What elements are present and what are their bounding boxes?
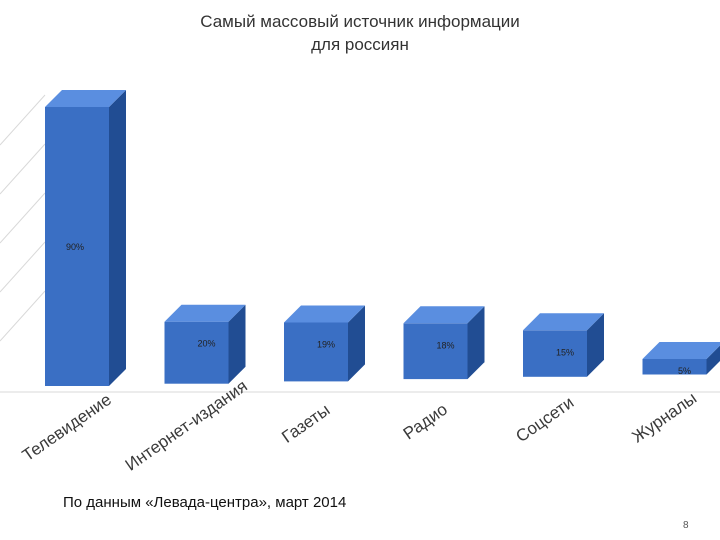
category-label-0: Телевидение xyxy=(19,390,115,465)
bar-3 xyxy=(403,323,468,380)
bar-side-2 xyxy=(348,305,365,382)
bar-4 xyxy=(523,330,587,377)
bar-0 xyxy=(45,107,109,386)
bar-side-3 xyxy=(467,306,485,380)
bar-2 xyxy=(284,322,348,382)
data-label-1: 20% xyxy=(197,339,215,349)
source-note: По данным «Левада-центра», март 2014 xyxy=(63,494,347,511)
bar-top-1 xyxy=(164,304,246,322)
chart-title-line2: для россиян xyxy=(311,35,409,54)
category-label-1: Интернет-издания xyxy=(122,376,251,474)
data-label-3: 18% xyxy=(436,340,454,350)
page-number: 8 xyxy=(683,520,689,531)
gridline-1 xyxy=(0,94,46,146)
bar-side-4 xyxy=(587,313,604,377)
chart-title: Самый массовый источник информации xyxy=(200,12,520,31)
bar-top-0 xyxy=(45,90,126,107)
bar-top-2 xyxy=(284,305,365,323)
gridline-4 xyxy=(0,241,46,293)
category-label-4: Соцсети xyxy=(512,393,577,446)
data-label-0: 90% xyxy=(66,242,84,252)
category-label-3: Радио xyxy=(400,400,451,444)
data-label-4: 15% xyxy=(556,347,574,357)
gridline-5 xyxy=(0,290,46,342)
gridline-2 xyxy=(0,143,46,195)
data-label-2: 19% xyxy=(317,340,335,350)
bar-5 xyxy=(642,359,707,375)
bar-top-4 xyxy=(523,313,604,331)
bar-side-5 xyxy=(706,345,720,375)
bar-side-0 xyxy=(109,90,126,386)
category-label-5: Журналы xyxy=(628,388,700,446)
bar-top-3 xyxy=(403,306,485,324)
category-label-2: Газеты xyxy=(278,400,333,447)
gridline-3 xyxy=(0,192,46,244)
data-label-5: 5% xyxy=(678,366,691,376)
bar-side-1 xyxy=(228,304,246,384)
bar-1 xyxy=(164,321,229,384)
bar-top-5 xyxy=(642,342,720,359)
